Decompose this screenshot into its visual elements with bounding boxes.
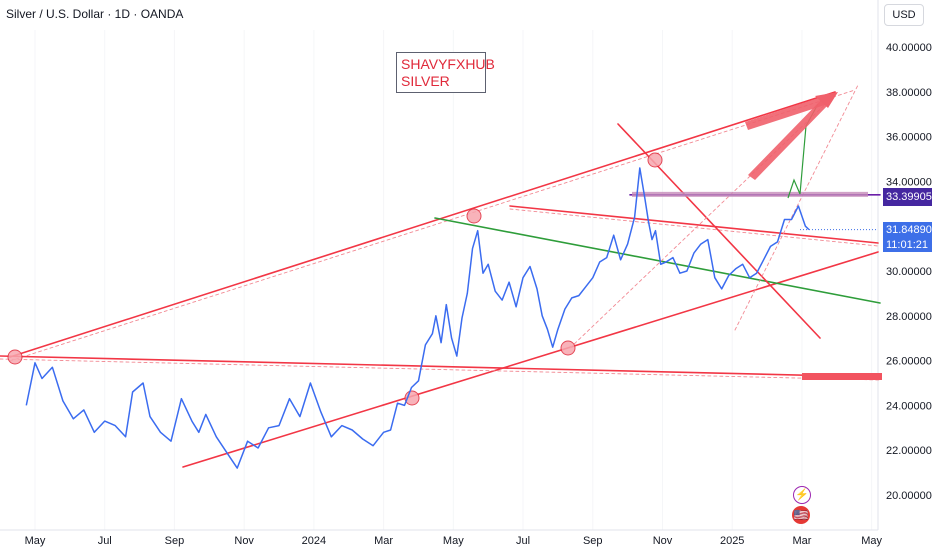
cross-line — [617, 123, 821, 339]
text-annotation-box[interactable]: SHAVYFXHUB SILVER — [396, 52, 495, 93]
annotation-line-2: SILVER — [401, 73, 450, 89]
y-tick-label: 40.00000 — [886, 42, 932, 54]
x-tick-label: May — [443, 535, 464, 547]
level-price-label: 33.39905 — [883, 188, 932, 206]
currency-button[interactable]: USD — [884, 4, 924, 26]
y-tick-label: 26.00000 — [886, 356, 932, 368]
channel-top-line — [9, 91, 836, 358]
steep-dashed-line-2 — [734, 84, 859, 331]
x-tick-label: Nov — [234, 535, 254, 547]
steep-dashed-line — [569, 94, 836, 349]
arrow-upper — [745, 95, 831, 130]
flag-icon[interactable]: 🇺🇸 — [792, 506, 810, 524]
x-tick-label: May — [861, 535, 882, 547]
long-support-dashed — [0, 358, 881, 381]
y-tick-label: 36.00000 — [886, 132, 932, 144]
price-series-line — [25, 167, 810, 469]
x-tick-label: Jul — [516, 535, 530, 547]
y-tick-label: 28.00000 — [886, 311, 932, 323]
resistance-zone — [632, 191, 868, 197]
symbol-title: Silver / U.S. Dollar · 1D · OANDA — [6, 7, 184, 21]
y-tick-label: 22.00000 — [886, 445, 932, 457]
green-trend-line — [434, 217, 881, 304]
touch-marker — [466, 208, 482, 224]
y-tick-label: 34.00000 — [886, 176, 932, 188]
y-tick-label: 30.00000 — [886, 266, 932, 278]
touch-marker — [7, 349, 23, 365]
touch-marker — [560, 340, 576, 356]
x-tick-label: Mar — [374, 535, 393, 547]
arrow-head — [815, 92, 838, 108]
touch-marker — [647, 152, 663, 168]
y-tick-label: 20.00000 — [886, 490, 932, 502]
x-tick-label: Sep — [583, 535, 603, 547]
x-tick-label: Nov — [653, 535, 673, 547]
x-tick-label: Sep — [165, 535, 185, 547]
channel-bottom-line — [182, 251, 879, 468]
y-tick-label: 38.00000 — [886, 87, 932, 99]
channel-top-dashed — [9, 89, 856, 362]
x-tick-label: May — [25, 535, 46, 547]
annotation-line-1: SHAVYFXHUB — [401, 56, 495, 72]
long-support-line — [0, 355, 881, 378]
target-zone-block — [802, 373, 882, 380]
descending-resistance-dashed — [509, 208, 879, 247]
current-price-label: 31.84890 — [883, 222, 932, 238]
x-tick-label: 2024 — [302, 535, 326, 547]
bolt-icon[interactable]: ⚡ — [793, 486, 811, 504]
descending-resistance-line — [509, 205, 879, 244]
x-tick-label: 2025 — [720, 535, 744, 547]
x-tick-label: Mar — [792, 535, 811, 547]
countdown-label: 11:01:21 — [883, 238, 932, 252]
arrow-lower — [748, 99, 829, 180]
y-tick-label: 24.00000 — [886, 400, 932, 412]
x-tick-label: Jul — [98, 535, 112, 547]
